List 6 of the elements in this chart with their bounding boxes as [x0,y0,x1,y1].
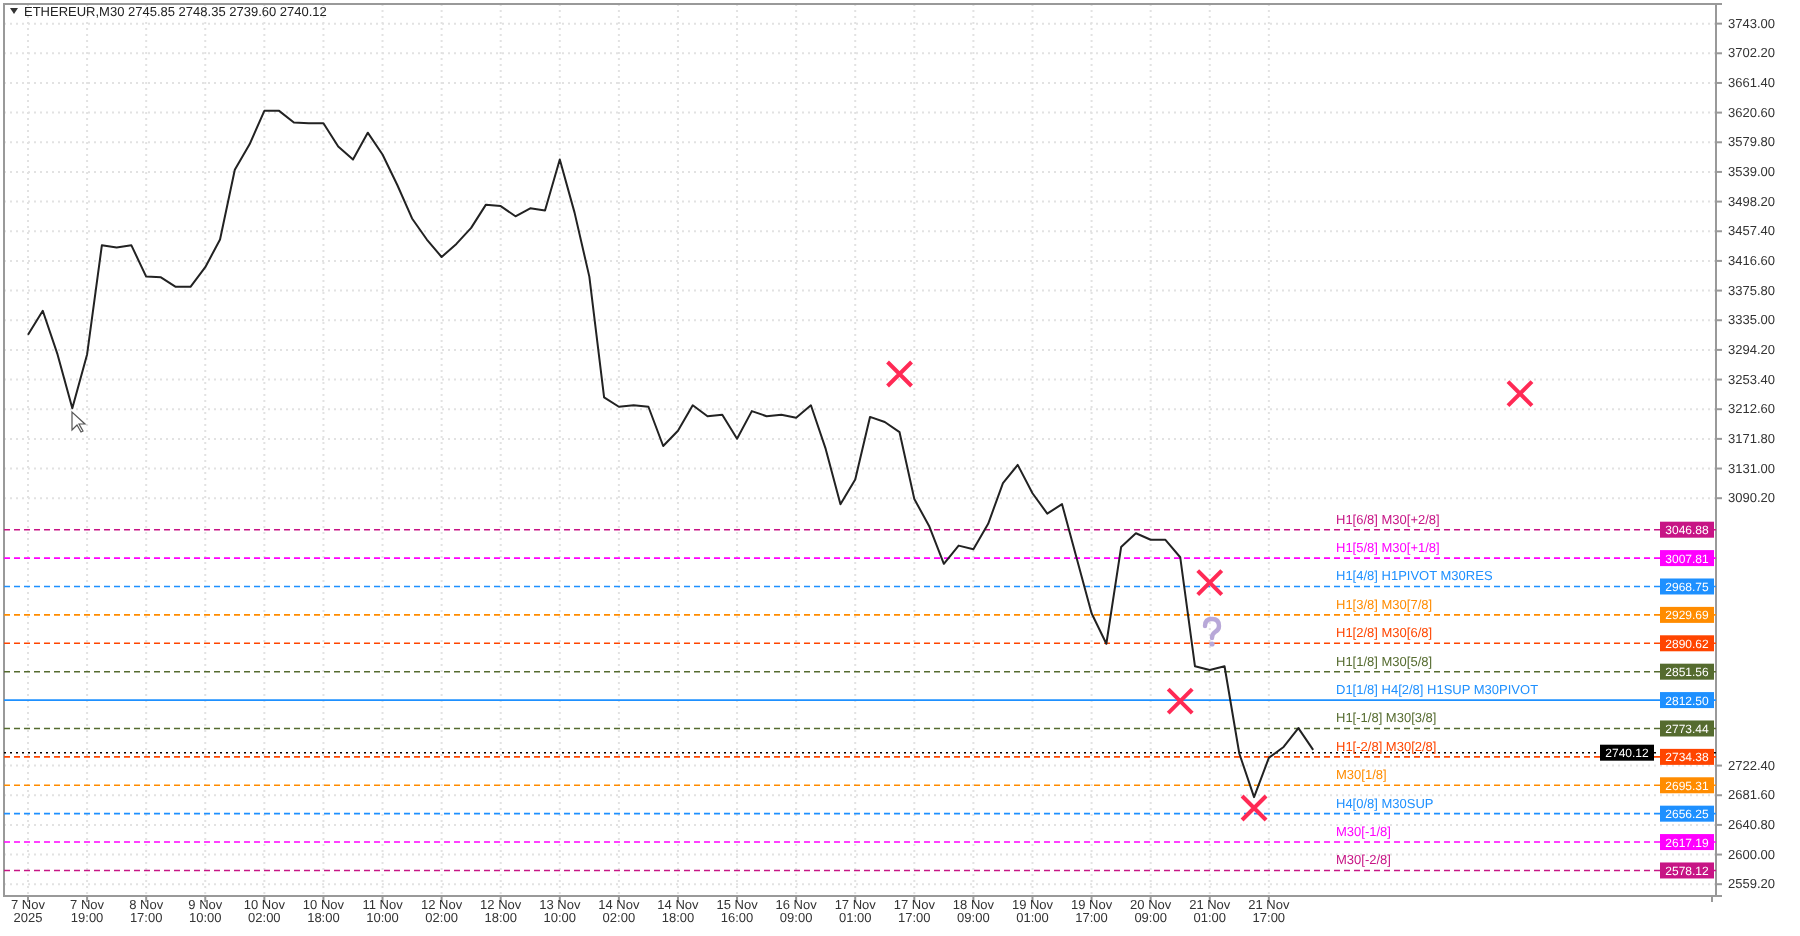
point [1166,687,1195,716]
point [885,360,914,389]
line-series [27,109,1315,799]
point [1505,379,1534,408]
point [1195,568,1224,597]
point [1240,794,1269,823]
